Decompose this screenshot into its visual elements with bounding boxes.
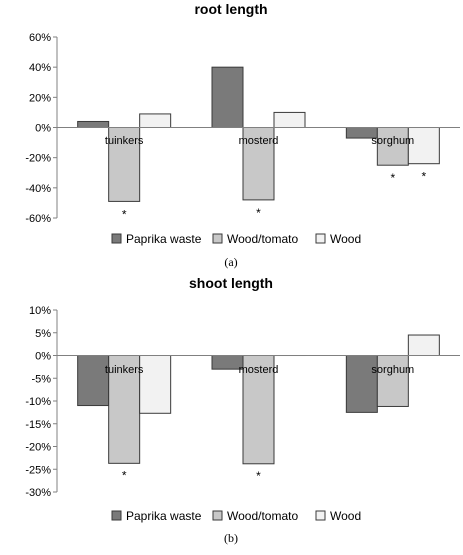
significance-star: *	[421, 170, 426, 184]
category-label: tuinkers	[105, 364, 144, 376]
figure-caption: (b)	[224, 531, 238, 545]
legend-swatch	[213, 511, 222, 520]
legend-label: Paprika waste	[126, 509, 202, 523]
category-label: mosterd	[239, 364, 279, 376]
y-tick-label: 5%	[35, 328, 51, 340]
significance-star: *	[122, 468, 127, 482]
y-tick-label: -20%	[25, 442, 51, 454]
legend-label: Wood	[330, 232, 361, 246]
chart-panel-1: root length -60% -40% -20% 0% 20% 40% 60% tuinke…	[25, 1, 460, 269]
category-label: sorghum	[371, 135, 414, 147]
y-tick-label: -15%	[25, 419, 51, 431]
legend-label: Wood	[330, 509, 361, 523]
category-label: mosterd	[239, 135, 279, 147]
category-label: tuinkers	[105, 135, 144, 147]
bar-wood-sorghum	[408, 335, 439, 355]
legend-swatch	[316, 234, 325, 243]
bar-paprika-waste-mosterd	[212, 67, 243, 127]
y-tick-label: 60%	[29, 32, 51, 44]
category-label: sorghum	[371, 364, 414, 376]
significance-star: *	[256, 469, 261, 483]
legend-label: Paprika waste	[126, 232, 202, 246]
chart-title: shoot length	[189, 275, 273, 291]
legend-swatch	[112, 511, 121, 520]
y-tick-label: -60%	[25, 213, 51, 225]
significance-star: *	[390, 171, 395, 185]
y-tick-label: -10%	[25, 396, 51, 408]
y-tick-label: -5%	[31, 373, 51, 385]
legend-swatch	[112, 234, 121, 243]
legend-swatch	[213, 234, 222, 243]
y-tick-label: -30%	[25, 487, 51, 499]
chart-title: root length	[194, 1, 267, 17]
legend-label: Wood/tomato	[227, 232, 298, 246]
legend-label: Wood/tomato	[227, 509, 298, 523]
y-tick-label: 0%	[35, 351, 51, 363]
chart-panel-2: shoot length -30% -25% -20% -15% -10% -5% 0% 5% 1…	[25, 275, 460, 545]
y-tick-label: 0%	[35, 123, 51, 135]
significance-star: *	[256, 206, 261, 220]
y-tick-label: 10%	[29, 305, 51, 317]
bar-paprika-waste-tuinkers	[78, 121, 109, 127]
bar-paprika-waste-tuinkers	[78, 356, 109, 406]
y-tick-label: -20%	[25, 153, 51, 165]
significance-star: *	[122, 207, 127, 221]
figure-caption: (a)	[224, 255, 237, 269]
bar-wood-tuinkers	[140, 356, 171, 414]
bar-wood-mosterd	[274, 112, 305, 127]
y-tick-label: -40%	[25, 183, 51, 195]
legend-swatch	[316, 511, 325, 520]
y-tick-label: 40%	[29, 62, 51, 74]
bar-wood-tuinkers	[140, 114, 171, 128]
y-tick-label: -25%	[25, 464, 51, 476]
y-tick-label: 20%	[29, 92, 51, 104]
